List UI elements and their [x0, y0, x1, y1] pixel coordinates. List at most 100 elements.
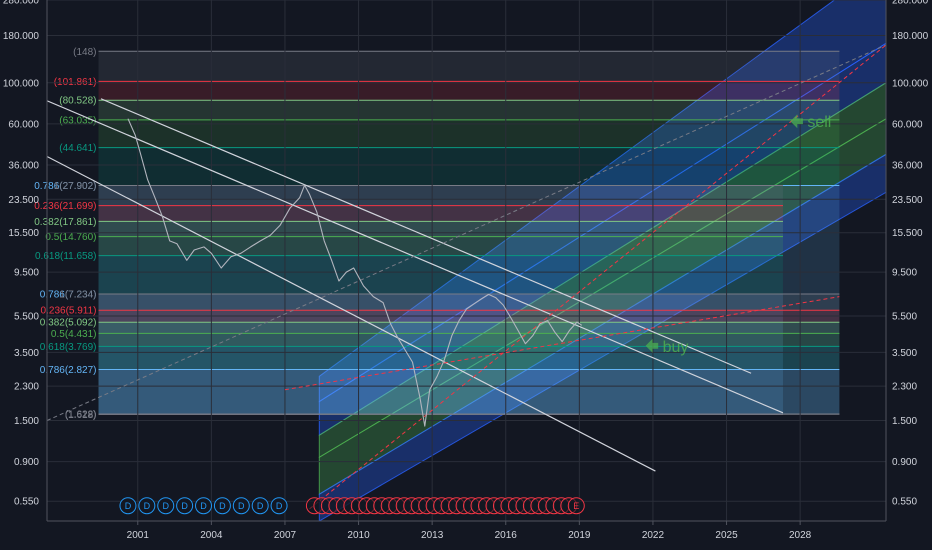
fib-upper-zone-2 — [98, 100, 840, 120]
fib-mid-label-0: 1(27.902) — [54, 181, 97, 192]
y-tick-left-3: 60.000 — [8, 119, 39, 130]
x-tick-0: 2001 — [127, 530, 150, 541]
fib-mid-label-5: 0.786(7.234) — [40, 290, 97, 301]
y-tick-left-10: 2.300 — [14, 382, 39, 393]
dividend-marker-label-7: D — [257, 501, 264, 511]
fib-upper-label-2: (80.528) — [59, 96, 96, 107]
y-tick-left-4: 36.000 — [8, 160, 39, 171]
x-tick-6: 2019 — [568, 530, 591, 541]
x-tick-7: 2022 — [642, 530, 665, 541]
fib-mid-label-4: 0.618(11.658) — [35, 251, 97, 262]
x-tick-4: 2013 — [421, 530, 444, 541]
y-tick-right-8: 5.500 — [892, 312, 917, 323]
price-line — [127, 118, 583, 427]
fib-mid-label-3: 0.5(14.760) — [45, 232, 96, 243]
y-tick-right-4: 36.000 — [892, 160, 923, 171]
pitchfork-band-3 — [318, 118, 886, 496]
annotation-arrow-0 — [790, 114, 803, 129]
y-tick-left-2: 100.000 — [3, 78, 40, 89]
fib-mid-zone-3 — [98, 236, 783, 256]
fib-mid-label-1: 0.236(21.699) — [34, 201, 96, 212]
y-tick-left-9: 3.500 — [14, 348, 39, 359]
annotations: sell buy — [645, 114, 831, 356]
fib-lower-label-3: 0.5(4.431) — [51, 329, 97, 340]
pitchfork-band-1 — [318, 42, 886, 437]
fib-lower-zone-2 — [98, 322, 840, 334]
fib-mid-zone-1 — [98, 205, 783, 222]
dividend-marker-5 — [213, 497, 231, 515]
y-tick-right-7: 9.500 — [892, 268, 917, 279]
x-tick-8: 2025 — [715, 530, 738, 541]
x-tick-3: 2010 — [347, 530, 370, 541]
dividend-marker-2 — [157, 497, 175, 515]
fib-upper-zone-5 — [98, 185, 840, 415]
fib-mid-zone-4 — [98, 255, 783, 295]
fib-lower-label-0: 1(7.234) — [59, 290, 96, 301]
dashed-line-2 — [284, 296, 840, 391]
dividend-marker-7 — [251, 497, 269, 515]
dividend-marker-3 — [176, 497, 194, 515]
y-tick-right-13: 0.550 — [892, 497, 917, 508]
fib-lower-label-5: 0.786(2.827) — [40, 365, 97, 376]
fib-lower-label-6: (1.628) — [65, 409, 97, 420]
dividend-marker-label-2: D — [162, 501, 169, 511]
earnings-marker-label: E — [573, 501, 579, 511]
fib-upper-label-6: (1.622) — [65, 410, 97, 421]
dashed-line-0 — [47, 44, 886, 421]
fib-upper-zone-4 — [98, 147, 840, 186]
fib-lower-label-1: 0.236(5.911) — [41, 306, 97, 317]
fib-lower-label-4: 0.618(3.769) — [40, 342, 97, 353]
y-tick-right-1: 180.000 — [892, 31, 929, 42]
y-tick-left-11: 1.500 — [14, 416, 39, 427]
y-tick-right-6: 15.500 — [892, 228, 923, 239]
fib-lower-zone-5 — [98, 369, 840, 414]
fib-lower-zone-4 — [98, 346, 840, 370]
y-tick-left-8: 5.500 — [14, 312, 39, 323]
pitchfork-band-2 — [318, 82, 886, 459]
y-tick-left-7: 9.500 — [14, 268, 39, 279]
y-tick-left-0: 280.000 — [3, 0, 40, 7]
y-tick-right-12: 0.900 — [892, 457, 917, 468]
y-tick-right-5: 23.500 — [892, 195, 923, 206]
y-tick-left-12: 0.900 — [14, 457, 39, 468]
dividend-marker-label-6: D — [238, 501, 245, 511]
fib-upper-zone-3 — [98, 119, 840, 148]
grid — [47, 0, 886, 521]
fib-mid-zone-2 — [98, 221, 783, 237]
annotation-arrow-1 — [645, 338, 659, 353]
dividend-marker-label-5: D — [219, 501, 226, 511]
fib-mid-label-6: (1.618) — [65, 410, 97, 421]
trend-lines — [47, 44, 886, 510]
fib-upper-zone-0 — [98, 51, 840, 82]
fib-lower-zone-3 — [98, 333, 840, 347]
earnings-marker-35 — [567, 497, 585, 515]
fib-upper-zone-1 — [98, 81, 840, 101]
fib-upper-label-3: (63.035) — [59, 115, 96, 126]
channel-line-0 — [47, 100, 784, 414]
dividend-marker-8 — [270, 497, 288, 515]
dividend-marker-label-0: D — [125, 501, 132, 511]
fib-mid-zone-0 — [98, 185, 783, 206]
x-tick-1: 2004 — [200, 530, 223, 541]
fib-mid-label-2: 0.382(17.861) — [34, 217, 96, 228]
fib-upper-label-4: (44.641) — [59, 143, 96, 154]
channel-line-2 — [47, 155, 656, 472]
channel-line-1 — [100, 98, 752, 374]
fib-upper-label-5: 0.786(27.902) — [34, 181, 96, 192]
fib-lower-zone-0 — [98, 294, 840, 311]
x-tick-2: 2007 — [274, 530, 297, 541]
y-tick-left-13: 0.550 — [14, 497, 39, 508]
fib-lower-label-2: 0.382(5.092) — [40, 318, 97, 329]
dividend-marker-label-8: D — [276, 501, 283, 511]
dividend-marker-0 — [119, 497, 137, 515]
x-tick-9: 2028 — [789, 530, 812, 541]
dividend-marker-label-3: D — [181, 501, 188, 511]
dividend-marker-6 — [232, 497, 250, 515]
dividend-marker-label-1: D — [144, 501, 151, 511]
y-tick-right-3: 60.000 — [892, 119, 923, 130]
y-tick-right-0: 280.000 — [892, 0, 929, 7]
dividend-marker-1 — [138, 497, 156, 515]
